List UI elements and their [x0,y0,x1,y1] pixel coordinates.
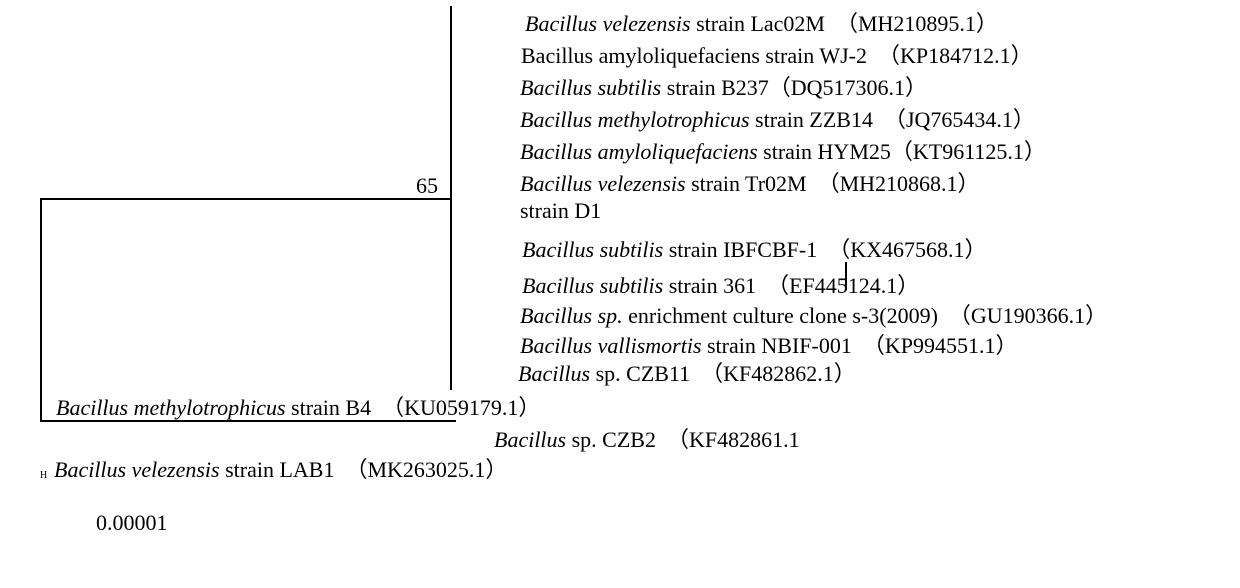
scale-bar-label: 0.00001 [96,510,168,536]
tree-root-vline [40,198,42,420]
taxon-label: Bacillus amyloliquefaciens strain HYM25（… [520,134,1046,166]
h-marker: H [40,470,47,481]
taxon-label: Bacillus sp. enrichment culture clone s-… [520,298,1107,330]
phylo-tree: 65 Bacillus velezensis strain Lac02M （MH… [0,0,1240,588]
taxon-label: Bacillus velezensis strain Tr02M （MH2108… [520,166,980,198]
support-value: 65 [416,173,438,199]
taxon-label: Bacillus subtilis strain 361 （EF445124.1… [522,268,919,300]
taxon-label-b4: Bacillus methylotrophicus strain B4 （KU0… [56,390,540,422]
taxon-label: Bacillus sp. CZB11 （KF482862.1） [518,356,856,388]
taxon-label-czb2: Bacillus sp. CZB2 （KF482861.1 [494,422,800,454]
tree-clade-vline [450,6,452,390]
taxon-label: Bacillus velezensis strain Lac02M （MH210… [525,6,998,38]
tree-root-to-clade [40,198,450,200]
taxon-label: Bacillus subtilis strain IBFCBF-1 （KX467… [522,232,987,264]
taxon-label: Bacillus methylotrophicus strain ZZB14 （… [520,102,1035,134]
taxon-label: Bacillus subtilis strain B237（DQ517306.1… [520,70,927,102]
taxon-label-lab1: Bacillus velezensis strain LAB1 （MK26302… [54,452,507,484]
taxon-label: Bacillus amyloliquefaciens strain WJ-2 （… [521,38,1033,70]
taxon-label: strain D1 [520,198,601,224]
